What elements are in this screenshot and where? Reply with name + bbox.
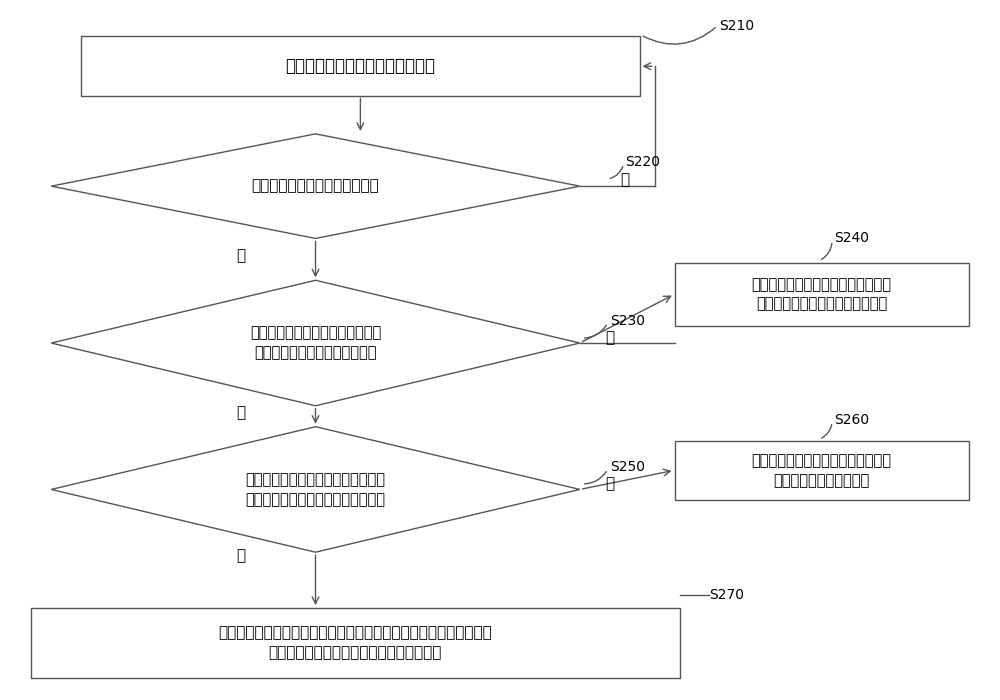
Text: 判断所述快捷开关点击事件的点击
持续时间是否超过预设时间阈值: 判断所述快捷开关点击事件的点击 持续时间是否超过预设时间阈值 bbox=[250, 326, 381, 360]
Text: 监听用户输入的快捷开关点击事件: 监听用户输入的快捷开关点击事件 bbox=[285, 57, 435, 75]
Text: S250: S250 bbox=[610, 460, 645, 474]
Text: S240: S240 bbox=[834, 232, 869, 246]
FancyBboxPatch shape bbox=[675, 440, 969, 500]
Text: 根据所述快捷开关点击事件改变快捷
开关对应的服务的开启或关闭状态: 根据所述快捷开关点击事件改变快捷 开关对应的服务的开启或关闭状态 bbox=[752, 276, 892, 312]
Text: S210: S210 bbox=[719, 19, 755, 33]
Text: S270: S270 bbox=[709, 589, 744, 603]
Text: 确定是否发生快捷开关点击事件: 确定是否发生快捷开关点击事件 bbox=[252, 178, 379, 194]
Text: 是: 是 bbox=[236, 548, 245, 564]
Text: S260: S260 bbox=[834, 413, 869, 427]
Polygon shape bbox=[51, 427, 580, 552]
Text: 是: 是 bbox=[236, 248, 245, 263]
Text: 确定由当前快捷开关显示界面切换至
功能设置界面是否需要执行解锁操作: 确定由当前快捷开关显示界面切换至 功能设置界面是否需要执行解锁操作 bbox=[246, 472, 386, 507]
Text: 由当前快捷开关显示界面切换至解锁界面，在成功解锁后，由所述解
锁界面切换至所述快捷开关的功能设置界面: 由当前快捷开关显示界面切换至解锁界面，在成功解锁后，由所述解 锁界面切换至所述快… bbox=[219, 625, 492, 660]
FancyBboxPatch shape bbox=[675, 262, 969, 326]
Text: 由当前快捷开关显示界面切换至所述
快捷开关的功能设置界面: 由当前快捷开关显示界面切换至所述 快捷开关的功能设置界面 bbox=[752, 453, 892, 488]
Polygon shape bbox=[51, 134, 580, 239]
FancyBboxPatch shape bbox=[81, 36, 640, 95]
Text: 否: 否 bbox=[605, 330, 614, 346]
FancyBboxPatch shape bbox=[31, 608, 680, 678]
Text: 否: 否 bbox=[620, 172, 629, 187]
Text: S220: S220 bbox=[625, 155, 660, 169]
Polygon shape bbox=[51, 280, 580, 406]
Text: S230: S230 bbox=[610, 314, 645, 328]
Text: 是: 是 bbox=[236, 405, 245, 420]
Text: 否: 否 bbox=[605, 477, 614, 491]
